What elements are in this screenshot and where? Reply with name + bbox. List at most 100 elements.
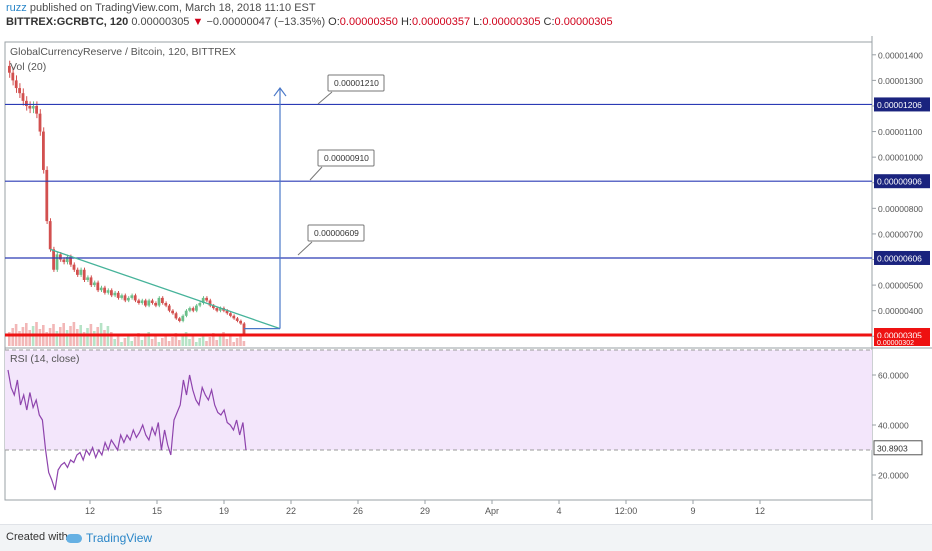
- candle-body: [69, 256, 72, 265]
- volume-bar: [161, 338, 164, 346]
- candle-body: [45, 169, 49, 222]
- time-tick-label: 12: [755, 506, 765, 516]
- candle-body: [164, 303, 168, 306]
- price-tick-label: 0.00001300: [878, 76, 923, 86]
- trendline: [49, 248, 281, 330]
- volume-bar: [208, 337, 212, 346]
- last-price: 0.00000305: [131, 16, 190, 28]
- volume-bar: [215, 340, 218, 346]
- volume-bar: [225, 339, 229, 346]
- volume-bar: [157, 342, 161, 346]
- candle-body: [140, 300, 144, 304]
- candle-body: [225, 310, 229, 314]
- volume-bar: [174, 333, 178, 346]
- candle-body: [110, 290, 113, 296]
- candle-body: [242, 323, 246, 335]
- volume-bar: [212, 333, 215, 346]
- symbol-label: BITTREX:GCRBTC, 120: [6, 16, 129, 28]
- candle-body: [191, 308, 195, 311]
- volume-bar: [137, 333, 140, 346]
- volume-bar: [171, 337, 174, 346]
- level-axis-label-bg: [874, 174, 930, 189]
- candle-body: [99, 287, 103, 291]
- candle-body: [62, 259, 66, 263]
- candle-body: [235, 318, 239, 321]
- published-text: published on TradingView.com, March 18, …: [29, 2, 316, 14]
- publication-info: ruzz published on TradingView.com, March…: [6, 2, 316, 14]
- candle-body: [72, 264, 76, 270]
- rsi-tick-label: 40.0000: [878, 421, 909, 431]
- price-tick-label: 0.00001100: [878, 127, 923, 137]
- candle-body: [106, 290, 110, 293]
- candle-body: [154, 303, 157, 306]
- candle-body: [116, 292, 120, 298]
- close-label: C:: [543, 16, 555, 28]
- callout-pointer: [317, 91, 333, 105]
- time-tick-label: 9: [690, 506, 695, 516]
- volume-legend: Vol (20): [10, 61, 47, 73]
- created-with-text: Created with: [6, 531, 68, 543]
- level-axis-label: 0.00000606: [877, 253, 922, 263]
- cloud-icon: [66, 534, 82, 544]
- time-tick-label: 22: [286, 506, 296, 516]
- tradingview-logo[interactable]: TradingView: [66, 531, 152, 545]
- level-axis-label-bg: [874, 250, 930, 265]
- volume-bar: [86, 328, 89, 346]
- volume-bar: [201, 334, 205, 346]
- volume-axis-label-bg: [874, 338, 930, 346]
- volume-bar: [235, 338, 239, 346]
- candle-body: [86, 277, 89, 280]
- candle-body: [212, 305, 215, 309]
- volume-bar: [154, 335, 157, 346]
- open-value: 0.00000350: [339, 16, 398, 28]
- author-link[interactable]: ruzz: [6, 2, 27, 14]
- candle-body: [93, 282, 96, 286]
- rsi-legend: RSI (14, close): [10, 353, 80, 365]
- low-value: 0.00000305: [482, 16, 541, 28]
- candle-body: [188, 308, 191, 311]
- candle-body: [25, 100, 28, 106]
- volume-bar: [96, 327, 99, 346]
- volume-bar: [178, 340, 181, 346]
- price-tick-label: 0.00000800: [878, 204, 923, 214]
- low-label: L:: [473, 16, 483, 28]
- candle-body: [65, 256, 69, 263]
- candle-body: [137, 300, 140, 304]
- candle-body: [174, 313, 178, 319]
- candle-body: [171, 310, 174, 314]
- candle-body: [229, 313, 232, 316]
- rsi-band: [5, 350, 872, 450]
- candle-body: [195, 305, 198, 311]
- candle-body: [96, 282, 100, 291]
- candle-body: [89, 277, 93, 286]
- callout-pointer: [309, 166, 323, 181]
- close-value: 0.00000305: [554, 16, 613, 28]
- symbol-summary: BITTREX:GCRBTC, 120 0.00000305 ▼ −0.0000…: [6, 16, 613, 28]
- time-tick-label: 12:00: [615, 506, 638, 516]
- volume-bar: [133, 337, 137, 346]
- time-tick-label: Apr: [485, 506, 499, 516]
- volume-bar: [222, 332, 225, 346]
- candle-body: [103, 287, 106, 293]
- volume-bar: [76, 329, 79, 346]
- candle-body: [82, 269, 86, 280]
- chart-title: GlobalCurrencyReserve / Bitcoin, 120, BI…: [10, 46, 236, 58]
- volume-bar: [116, 335, 120, 346]
- candle-body: [144, 300, 147, 306]
- price-chart[interactable]: 0.000014000.000013000.000012000.00001100…: [0, 0, 932, 524]
- candle-body: [11, 72, 15, 81]
- time-tick-label: 26: [353, 506, 363, 516]
- callout-label: 0.00000609: [314, 228, 359, 238]
- candle-body: [178, 318, 181, 321]
- candle-body: [161, 297, 164, 304]
- time-tick-label: 12: [85, 506, 95, 516]
- candle-body: [14, 80, 18, 89]
- volume-axis-label: 0.00000302: [877, 340, 914, 347]
- volume-bar: [144, 336, 147, 346]
- volume-bar: [21, 327, 25, 346]
- volume-bar: [140, 340, 144, 346]
- volume-bar: [242, 341, 246, 346]
- volume-bar: [82, 332, 86, 346]
- candle-body: [79, 269, 83, 275]
- volume-bar: [188, 339, 191, 346]
